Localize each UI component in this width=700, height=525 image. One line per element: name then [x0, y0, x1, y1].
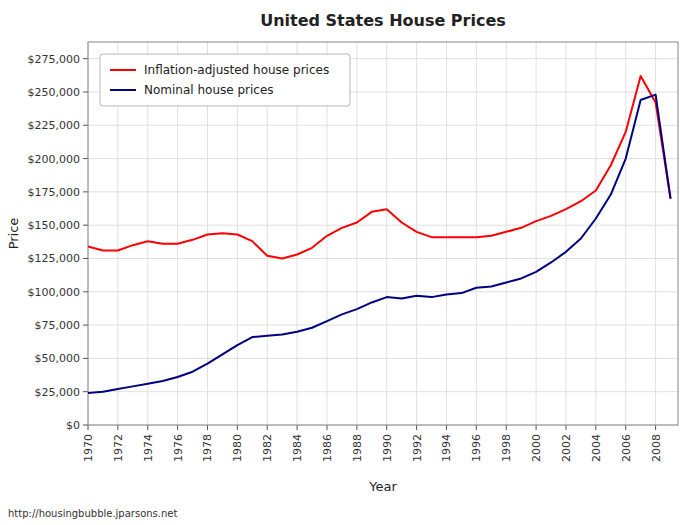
- grid: [88, 42, 678, 425]
- y-grid-line: [88, 158, 678, 159]
- y-tick: [83, 391, 88, 392]
- x-tick: [297, 425, 298, 430]
- x-tick-label: 2006: [620, 434, 633, 462]
- y-grid-line: [88, 258, 678, 259]
- x-grid-line: [416, 42, 417, 425]
- chart: $0 $25,000 $50,000 $75,000 $100,000 $125,000 $…: [0, 0, 700, 525]
- y-tick: [83, 425, 88, 426]
- y-tick-label: $25,000: [35, 386, 81, 399]
- x-tick: [446, 425, 447, 430]
- legend-swatch: [110, 69, 136, 71]
- legend-label: Nominal house prices: [144, 83, 274, 97]
- x-grid-line: [386, 42, 387, 425]
- x-grid-line: [506, 42, 507, 425]
- y-tick: [83, 125, 88, 126]
- x-tick: [177, 425, 178, 430]
- y-axis-label: Price: [6, 218, 21, 250]
- y-tick: [83, 358, 88, 359]
- y-tick: [83, 325, 88, 326]
- x-tick-label: 1974: [142, 434, 155, 462]
- x-tick: [88, 425, 89, 430]
- x-tick-label: 2008: [650, 434, 663, 462]
- title: United States House Prices: [260, 11, 506, 30]
- data-lines: [88, 76, 671, 393]
- x-tick-label: 1972: [112, 434, 125, 462]
- x-tick: [237, 425, 238, 430]
- x-tick-label: 1992: [411, 434, 424, 462]
- x-tick-label: 1982: [261, 434, 274, 462]
- legend-swatch: [110, 89, 136, 91]
- y-grid-line: [88, 325, 678, 326]
- x-grid-line: [595, 42, 596, 425]
- x-tick: [147, 425, 148, 430]
- y-tick: [83, 158, 88, 159]
- x-tick: [326, 425, 327, 430]
- y-tick-label: $275,000: [28, 53, 81, 66]
- x-tick: [386, 425, 387, 430]
- x-tick: [267, 425, 268, 430]
- x-tick: [506, 425, 507, 430]
- x-tick: [625, 425, 626, 430]
- y-grid-line: [88, 191, 678, 192]
- x-tick-label: 2000: [530, 434, 543, 462]
- y-grid-line: [88, 358, 678, 359]
- x-tick-label: 1978: [201, 434, 214, 462]
- x-tick-label: 2004: [590, 434, 603, 462]
- x-tick: [207, 425, 208, 430]
- x-tick-label: 1986: [321, 434, 334, 462]
- y-tick-label: $100,000: [28, 286, 81, 299]
- x-grid-line: [446, 42, 447, 425]
- x-tick-label: 1990: [381, 434, 394, 462]
- y-tick-label: $175,000: [28, 186, 81, 199]
- y-tick: [83, 291, 88, 292]
- x-tick-label: 1994: [440, 434, 453, 462]
- y-tick: [83, 225, 88, 226]
- plot-frame: [88, 42, 678, 425]
- y-tick: [83, 258, 88, 259]
- y-tick-label: $50,000: [35, 352, 81, 365]
- y-tick-label: $150,000: [28, 219, 81, 232]
- axes: $0 $25,000 $50,000 $75,000 $100,000 $125,000 $…: [28, 53, 663, 462]
- x-tick-label: 1976: [172, 434, 185, 462]
- y-tick-label: $225,000: [28, 119, 81, 132]
- legend-box: [100, 54, 350, 106]
- x-tick: [117, 425, 118, 430]
- x-grid-line: [356, 42, 357, 425]
- x-tick: [416, 425, 417, 430]
- x-grid-line: [565, 42, 566, 425]
- x-tick: [356, 425, 357, 430]
- x-tick-label: 2002: [560, 434, 573, 462]
- x-axis-label: Year: [368, 479, 397, 494]
- y-tick: [83, 91, 88, 92]
- y-tick-label: $200,000: [28, 153, 81, 166]
- x-grid-line: [476, 42, 477, 425]
- x-tick-label: 1998: [500, 434, 513, 462]
- x-tick-label: 1988: [351, 434, 364, 462]
- y-tick-label: $250,000: [28, 86, 81, 99]
- y-tick-label: $75,000: [35, 319, 81, 332]
- y-grid-line: [88, 391, 678, 392]
- series-line: [88, 95, 671, 393]
- legend: Inflation-adjusted house prices Nominal h…: [100, 54, 350, 106]
- x-tick-label: 1970: [82, 434, 95, 462]
- y-grid-line: [88, 291, 678, 292]
- y-tick: [83, 191, 88, 192]
- y-grid-line: [88, 125, 678, 126]
- legend-label: Inflation-adjusted house prices: [144, 63, 329, 77]
- plot-background: [88, 42, 678, 425]
- y-tick-label: $125,000: [28, 252, 81, 265]
- x-tick-label: 1984: [291, 434, 304, 462]
- x-tick: [595, 425, 596, 430]
- x-tick-label: 1980: [231, 434, 244, 462]
- x-tick: [536, 425, 537, 430]
- x-grid-line: [536, 42, 537, 425]
- x-tick: [565, 425, 566, 430]
- y-tick-label: $0: [66, 419, 80, 432]
- annotation: http://housingbubble.jparsons.net: [8, 508, 178, 519]
- x-tick: [476, 425, 477, 430]
- y-tick: [83, 58, 88, 59]
- x-tick: [655, 425, 656, 430]
- x-grid-line: [625, 42, 626, 425]
- x-tick-label: 1996: [470, 434, 483, 462]
